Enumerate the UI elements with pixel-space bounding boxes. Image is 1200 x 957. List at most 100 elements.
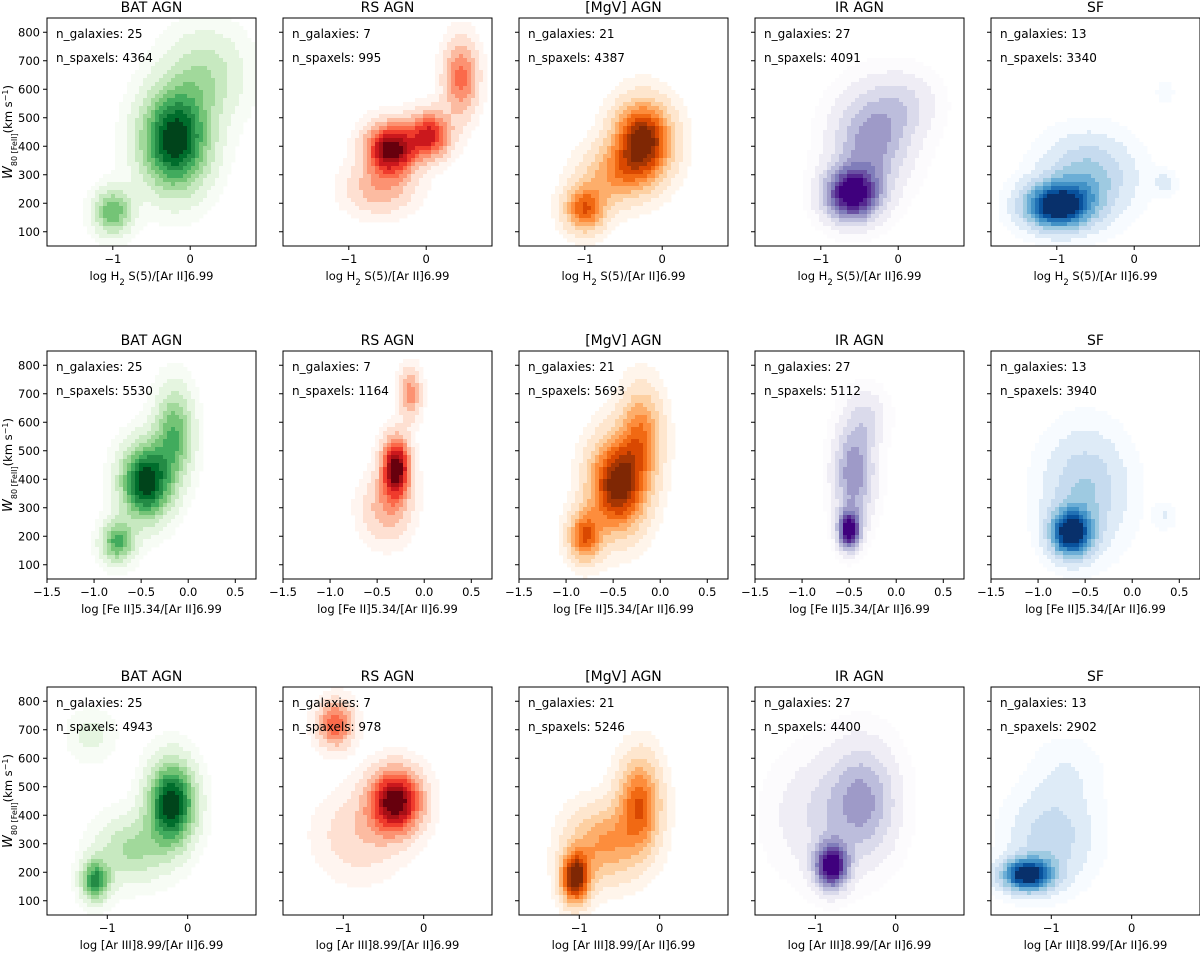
density-cell — [611, 102, 616, 107]
density-cell — [639, 158, 644, 163]
density-cell — [127, 210, 132, 215]
density-cell — [879, 186, 884, 191]
density-cell — [231, 130, 236, 135]
density-cell — [827, 142, 832, 147]
density-cell — [571, 210, 576, 215]
density-cell — [855, 102, 860, 107]
density-cell — [215, 178, 220, 183]
density-cell — [603, 214, 608, 219]
density-cell — [451, 62, 456, 67]
density-cell — [207, 62, 212, 67]
density-cell — [923, 126, 928, 131]
density-cell — [907, 174, 912, 179]
density-cell — [463, 82, 468, 87]
density-cell — [423, 118, 428, 123]
density-cell — [111, 170, 116, 175]
density-cell — [399, 170, 404, 175]
density-cell — [831, 138, 836, 143]
density-cell — [595, 194, 600, 199]
density-cell — [147, 182, 152, 187]
density-cell — [411, 170, 416, 175]
density-cell — [403, 110, 408, 115]
density-cell — [195, 98, 200, 103]
density-cell — [131, 190, 136, 195]
density-cell — [843, 186, 848, 191]
density-cell — [203, 138, 208, 143]
density-cell — [383, 206, 388, 211]
density-cell — [903, 166, 908, 171]
density-cell — [427, 114, 432, 119]
density-cell — [175, 126, 180, 131]
density-cell — [195, 54, 200, 59]
density-cell — [627, 142, 632, 147]
density-cell — [679, 154, 684, 159]
density-cell — [191, 82, 196, 87]
density-cell — [635, 82, 640, 87]
density-cell — [455, 146, 460, 151]
density-cell — [855, 62, 860, 67]
density-cell — [815, 170, 820, 175]
density-cell — [563, 174, 568, 179]
density-cell — [167, 38, 172, 43]
density-cell — [483, 94, 488, 99]
density-cell — [191, 86, 196, 91]
density-cell — [927, 138, 932, 143]
density-cell — [679, 174, 684, 179]
density-cell — [155, 158, 160, 163]
density-cell — [387, 150, 392, 155]
density-cell — [651, 126, 656, 131]
density-cell — [839, 106, 844, 111]
density-cell — [207, 110, 212, 115]
density-cell — [375, 134, 380, 139]
density-cell — [227, 102, 232, 107]
density-cell — [243, 50, 248, 55]
density-cell — [219, 102, 224, 107]
density-cell — [863, 222, 868, 227]
density-cell — [651, 194, 656, 199]
density-cell — [635, 150, 640, 155]
density-cell — [155, 150, 160, 155]
density-cell — [887, 126, 892, 131]
density-cell — [111, 210, 116, 215]
density-cell — [447, 66, 452, 71]
density-cell — [419, 170, 424, 175]
density-cell — [875, 122, 880, 127]
density-cell — [579, 214, 584, 219]
density-cell — [427, 170, 432, 175]
density-cell — [179, 182, 184, 187]
density-cell — [179, 194, 184, 199]
density-cell — [159, 154, 164, 159]
density-cell — [455, 54, 460, 59]
density-cell — [555, 226, 560, 231]
density-cell — [439, 118, 444, 123]
density-cell — [863, 86, 868, 91]
density-cell — [831, 174, 836, 179]
density-cell — [243, 78, 248, 83]
density-cell — [159, 146, 164, 151]
density-cell — [231, 70, 236, 75]
density-cell — [363, 214, 368, 219]
density-cell — [859, 174, 864, 179]
density-cell — [819, 198, 824, 203]
density-cell — [387, 186, 392, 191]
density-cell — [823, 158, 828, 163]
density-cell — [895, 106, 900, 111]
density-cell — [851, 94, 856, 99]
density-cell — [859, 102, 864, 107]
density-cell — [211, 166, 216, 171]
density-cell — [207, 130, 212, 135]
density-cell — [603, 202, 608, 207]
density-cell — [187, 198, 192, 203]
density-cell — [627, 182, 632, 187]
density-cell — [667, 126, 672, 131]
density-cell — [119, 206, 124, 211]
density-cell — [451, 102, 456, 107]
density-cell — [835, 234, 840, 239]
density-cell — [427, 126, 432, 131]
density-cell — [911, 186, 916, 191]
density-cell — [871, 166, 876, 171]
density-cell — [1103, 122, 1108, 127]
density-cell — [875, 142, 880, 147]
density-cell — [815, 150, 820, 155]
density-cell — [339, 194, 344, 199]
